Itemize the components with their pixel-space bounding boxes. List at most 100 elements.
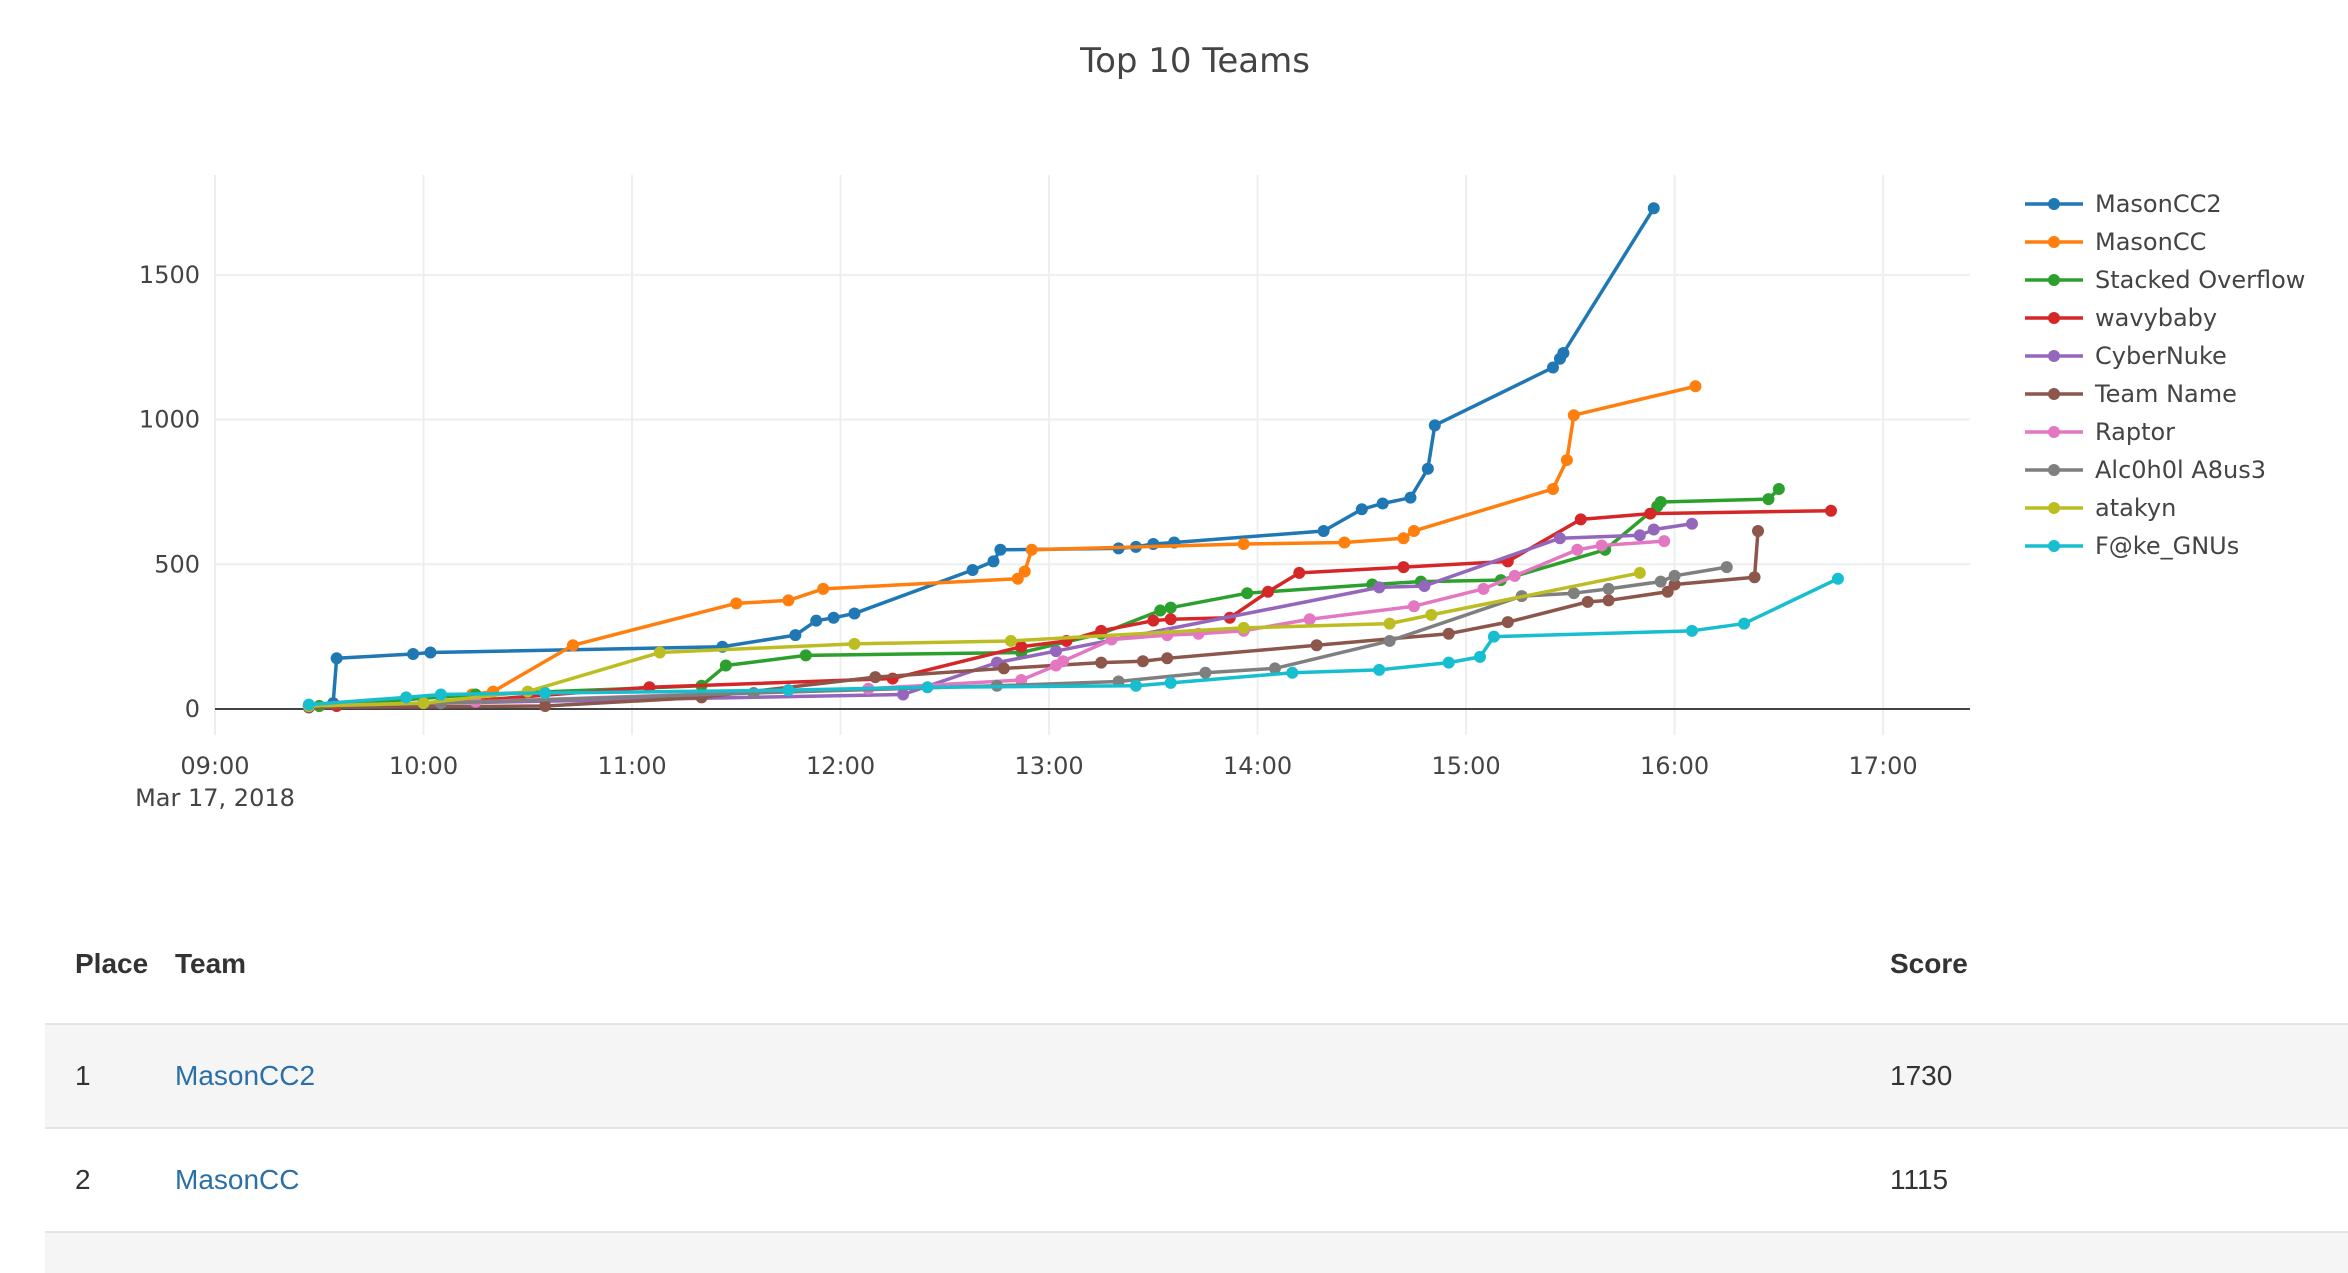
legend-item[interactable]: Stacked Overflow [2025, 266, 2305, 294]
data-point [1129, 679, 1142, 692]
data-point [1473, 650, 1486, 663]
data-point [1602, 594, 1615, 607]
top-teams-chart[interactable]: 09:00 Mar 17, 2018 10:00 11:00 12:00 13:00 14:… [0, 0, 2348, 860]
data-point [1824, 504, 1837, 517]
data-point [1668, 578, 1681, 591]
table-row-partial [45, 1233, 2348, 1273]
data-point [417, 697, 430, 710]
data-point [1685, 624, 1698, 637]
data-point [1428, 419, 1441, 432]
data-point [987, 555, 1000, 568]
legend-swatch-marker [2048, 312, 2060, 324]
data-point [1262, 585, 1274, 598]
legend-item[interactable]: F@ke_GNUs [2025, 532, 2239, 560]
team-link[interactable]: MasonCC [175, 1164, 300, 1195]
chart-title: Top 10 Teams [1079, 41, 1310, 81]
team-link[interactable]: MasonCC2 [175, 1060, 316, 1091]
data-point [1154, 604, 1167, 617]
row-place: 1 [75, 1060, 91, 1091]
x-tick-label: 14:00 [1223, 752, 1292, 780]
legend-item[interactable]: Raptor [2025, 418, 2175, 446]
legend-label: F@ke_GNUs [2095, 532, 2239, 560]
x-tick-label: 17:00 [1849, 752, 1918, 780]
data-point [1268, 662, 1281, 675]
data-point [1237, 537, 1250, 550]
data-point [1338, 536, 1351, 549]
legend-item[interactable]: Alc0h0l A8us3 [2025, 456, 2266, 484]
data-point [1025, 543, 1038, 556]
data-point [921, 681, 934, 694]
header-team: Team [175, 948, 247, 979]
data-point [1095, 656, 1108, 669]
legend-label: Alc0h0l A8us3 [2095, 456, 2266, 484]
data-point [1286, 666, 1299, 679]
header-place: Place [75, 948, 149, 979]
data-point [1407, 600, 1420, 613]
legend-swatch-marker [2048, 274, 2060, 286]
legend-item[interactable]: atakyn [2025, 494, 2176, 522]
x-tick-label: 15:00 [1432, 752, 1501, 780]
x-tick-label: 13:00 [1014, 752, 1083, 780]
data-point [1164, 613, 1177, 626]
data-point [1595, 539, 1608, 552]
data-point [848, 637, 861, 650]
data-point [539, 687, 552, 700]
data-point [1602, 582, 1615, 595]
legend-swatch-marker [2048, 426, 2060, 438]
data-point [1647, 202, 1660, 215]
series-line [308, 530, 1760, 710]
data-point [1237, 621, 1250, 634]
row-score: 1115 [1890, 1164, 1949, 1195]
data-point [1762, 493, 1775, 506]
legend-item[interactable]: MasonCC [2025, 228, 2206, 256]
data-point [1487, 630, 1500, 643]
data-point [1581, 595, 1594, 608]
data-point [1772, 483, 1785, 496]
x-tick-label: 10:00 [389, 752, 458, 780]
data-point [799, 649, 812, 662]
data-point [1644, 507, 1657, 520]
data-point [1241, 587, 1254, 600]
data-point [1383, 617, 1396, 630]
data-point [966, 564, 979, 577]
legend-label: MasonCC [2095, 228, 2206, 256]
data-point [817, 582, 830, 595]
data-point [1425, 608, 1438, 621]
legend-item[interactable]: Team Name [2025, 380, 2237, 408]
y-tick-label: 1000 [139, 406, 200, 434]
data-point [1501, 616, 1514, 629]
data-point [407, 647, 420, 660]
data-point [1654, 496, 1667, 509]
data-point [424, 646, 437, 659]
legend[interactable]: MasonCC2 MasonCC Stacked Overflow wavybaby C… [2025, 190, 2305, 560]
series-alc0h0l-a8us3 [302, 561, 1733, 713]
data-point [1373, 663, 1386, 676]
legend-item[interactable]: MasonCC2 [2025, 190, 2222, 218]
series-line [319, 384, 1696, 708]
legend-item[interactable]: CyberNuke [2025, 342, 2227, 370]
legend-item[interactable]: wavybaby [2025, 304, 2217, 332]
data-point [1553, 532, 1566, 545]
legend-label: wavybaby [2095, 304, 2217, 332]
series-line [308, 565, 1728, 708]
y-tick-label: 1500 [139, 261, 200, 289]
data-point [1050, 645, 1063, 658]
data-point [1546, 483, 1559, 496]
series-layer [302, 202, 1844, 714]
data-point [1442, 627, 1455, 640]
y-tick-label: 500 [154, 550, 200, 578]
data-point [1147, 614, 1160, 627]
data-point [1477, 582, 1490, 595]
data-point [1310, 639, 1323, 652]
data-point [539, 700, 552, 713]
data-point [1404, 491, 1417, 504]
data-point [1056, 655, 1069, 668]
data-point [1654, 575, 1667, 588]
data-point [810, 614, 823, 627]
legend-swatch-marker [2048, 464, 2060, 476]
data-point [1738, 617, 1751, 630]
data-point [1015, 674, 1028, 687]
data-point [1546, 361, 1559, 374]
legend-label: CyberNuke [2095, 342, 2227, 370]
data-point [1293, 566, 1306, 579]
